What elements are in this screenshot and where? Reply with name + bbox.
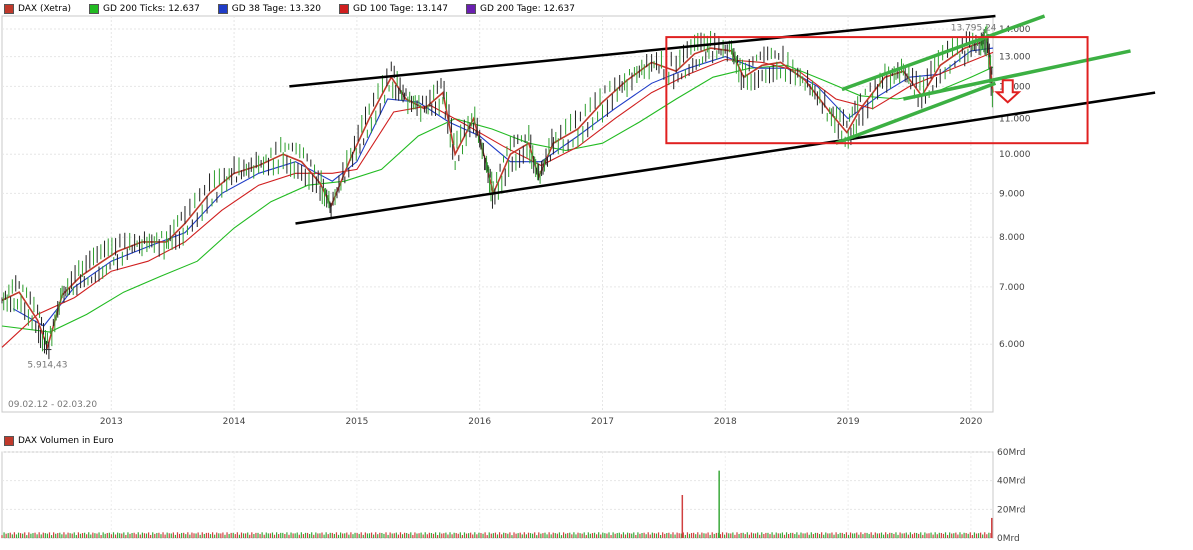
year-tick-label: 2014	[223, 417, 246, 427]
year-tick-label: 2020	[959, 417, 982, 427]
legend-swatch-dax	[4, 4, 14, 14]
legend-label-gd200: GD 200 Tage: 12.637	[480, 4, 575, 14]
volume-tick-label: 0Mrd	[997, 534, 1020, 544]
year-tick-label: 2013	[100, 417, 123, 427]
legend-label-gd100: GD 100 Tage: 13.147	[353, 4, 449, 14]
legend-swatch-gd100	[339, 4, 350, 14]
trendline-upper-black-channel	[289, 14, 996, 88]
price-tick-label: 12.000	[999, 82, 1031, 92]
price-plot-area	[1, 15, 994, 413]
trendline-green-upper	[841, 14, 1046, 92]
trendline-lower-black-channel	[295, 91, 1156, 225]
volume-title: DAX Volumen in Euro	[4, 436, 113, 446]
high-annotation: 13.795,24	[951, 24, 997, 34]
trendline-green-lower	[835, 81, 997, 145]
down-arrow	[994, 79, 1022, 104]
price-tick-label: 14.000	[999, 25, 1031, 35]
legend-label-dax: DAX (Xetra)	[18, 4, 72, 14]
legend-label-gd38: GD 38 Tage: 13.320	[231, 4, 322, 14]
volume-tick-label: 60Mrd	[997, 448, 1025, 458]
volume-title-text: DAX Volumen in Euro	[18, 436, 114, 446]
legend-swatch-gd200	[466, 4, 477, 14]
low-annotation: 5.914,43	[27, 361, 67, 371]
legend-item-dax: DAX (Xetra)	[4, 2, 71, 16]
trendline-green-middle	[902, 49, 1131, 101]
year-tick-label: 2017	[591, 417, 614, 427]
legend-item-gd200: GD 200 Tage: 12.637	[466, 2, 575, 16]
year-tick-label: 2016	[468, 417, 491, 427]
price-tick-label: 6.000	[999, 340, 1025, 350]
legend-label-gd200-ticks: GD 200 Ticks: 12.637	[103, 4, 200, 14]
chart-legend: DAX (Xetra) GD 200 Ticks: 12.637 GD 38 T…	[4, 2, 575, 16]
date-range-label: 09.02.12 - 02.03.20	[8, 400, 97, 410]
year-tick-label: 2015	[345, 417, 368, 427]
price-tick-label: 11.000	[999, 115, 1031, 125]
price-tick-label: 8.000	[999, 233, 1025, 243]
year-tick-label: 2018	[714, 417, 737, 427]
volume-swatch	[4, 436, 14, 446]
series-line-gd-38-tage	[12, 47, 994, 327]
price-tick-label: 9.000	[999, 189, 1025, 199]
legend-item-gd38: GD 38 Tage: 13.320	[217, 2, 322, 16]
volume-plot-area	[1, 451, 994, 539]
legend-swatch-gd38	[217, 4, 228, 14]
highlight-box	[665, 36, 1089, 145]
series-line-gd-100-tage	[1, 51, 994, 348]
legend-item-gd100: GD 100 Tage: 13.147	[339, 2, 448, 16]
legend-swatch-gd200-ticks	[89, 4, 100, 14]
legend-item-gd200-ticks: GD 200 Ticks: 12.637	[89, 2, 200, 16]
price-tick-label: 7.000	[999, 283, 1025, 293]
volume-tick-label: 20Mrd	[997, 505, 1025, 515]
price-tick-label: 10.000	[999, 150, 1031, 160]
volume-tick-label: 40Mrd	[997, 477, 1025, 487]
price-tick-label: 13.000	[999, 53, 1031, 63]
year-tick-label: 2019	[837, 417, 860, 427]
